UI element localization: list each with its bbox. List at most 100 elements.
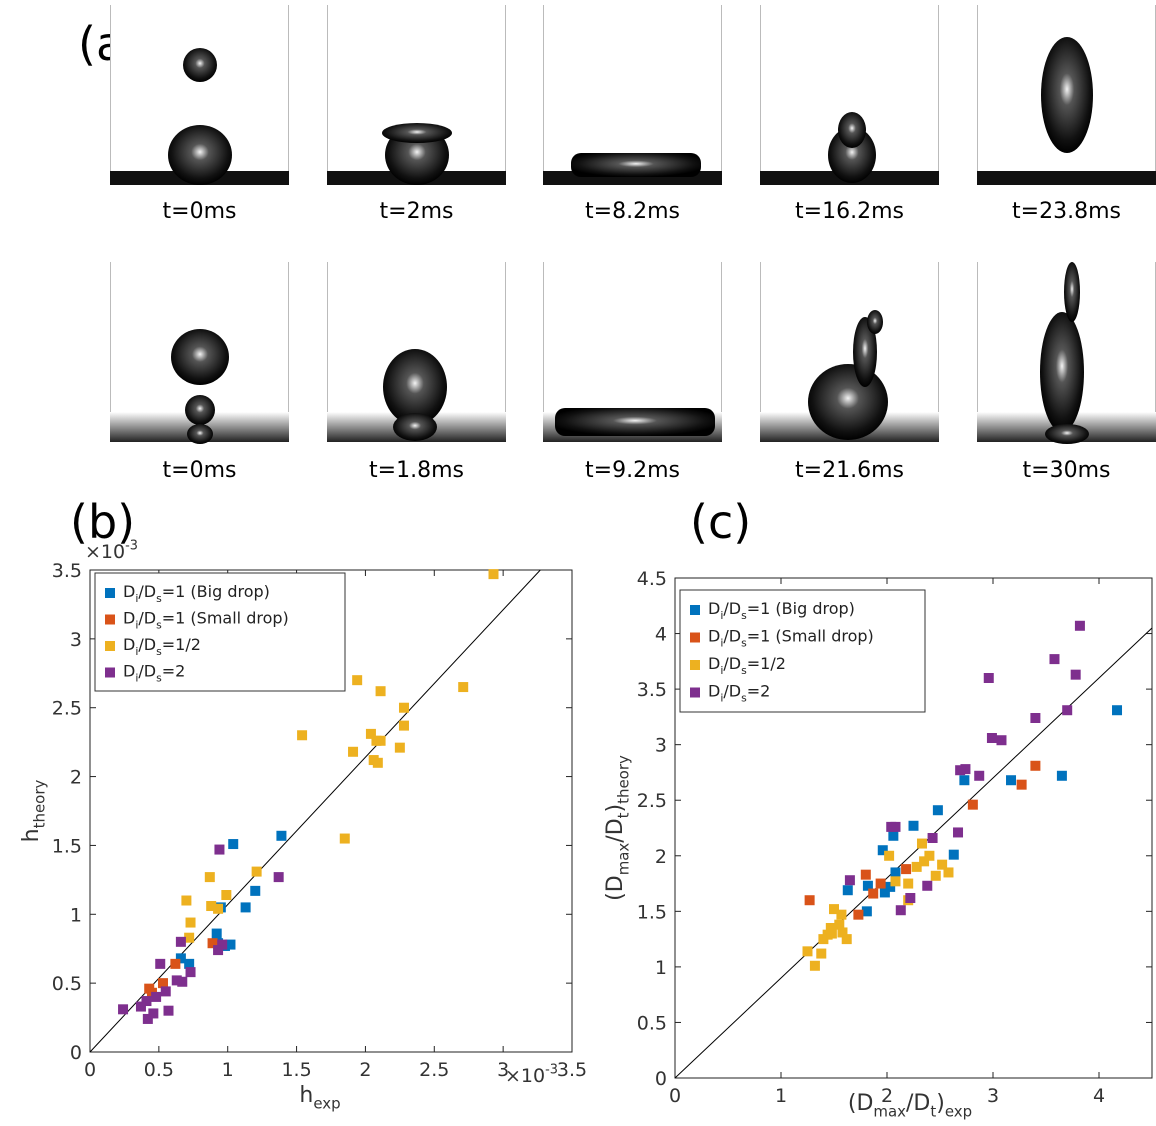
time-label: t=30ms — [1023, 458, 1111, 483]
y-tick-label: 1.5 — [637, 901, 667, 923]
y-exponent: ×10-3 — [85, 538, 138, 563]
legend-entry-part: D — [708, 654, 720, 673]
point — [868, 888, 879, 899]
point — [842, 885, 853, 896]
x-tick-label: 2.5 — [419, 1059, 449, 1081]
photo-frame — [110, 5, 289, 185]
point — [809, 960, 820, 971]
photo-frame — [543, 262, 722, 442]
panel-label: (c) — [690, 495, 751, 549]
point — [890, 821, 901, 832]
point — [185, 917, 196, 928]
point — [155, 958, 166, 969]
legend-entry: Di/Ds=1 (Big drop) — [123, 582, 270, 605]
point — [901, 864, 912, 875]
point — [488, 569, 499, 580]
point — [885, 881, 896, 892]
y-axis-label-part: ) — [603, 804, 628, 813]
droplet — [382, 123, 452, 143]
point — [960, 764, 971, 775]
legend-entry-part: D — [123, 609, 135, 628]
legend-entry-part: =1 (Big drop) — [162, 582, 270, 601]
droplet — [187, 424, 213, 444]
legend-entry-part: i — [720, 609, 723, 622]
point — [967, 799, 978, 810]
y-exponent-part: -3 — [125, 538, 138, 553]
y-axis-label: (Dmax/Dt)theory — [603, 755, 633, 901]
point — [983, 673, 994, 683]
y-tick-label: 2 — [655, 846, 667, 868]
point — [177, 976, 188, 987]
legend-entry-part: s — [156, 618, 162, 631]
substrate — [977, 171, 1156, 185]
legend-entry-part: =2 — [747, 682, 771, 701]
point — [890, 876, 901, 887]
legend-box — [679, 589, 926, 713]
point — [948, 849, 959, 860]
point — [214, 844, 225, 855]
legend-entry-part: s — [156, 645, 162, 658]
point — [911, 861, 922, 872]
y-tick-label: 4.5 — [637, 568, 667, 590]
legend-swatch — [105, 667, 115, 678]
point — [213, 945, 224, 956]
photo-frame — [977, 262, 1156, 444]
y-axis-label-part: t — [615, 812, 633, 818]
point — [339, 833, 350, 844]
legend-entry-part: /D — [723, 599, 741, 618]
point — [394, 742, 405, 753]
point — [853, 909, 864, 920]
y-tick-label: 3.5 — [637, 679, 667, 701]
point — [142, 1013, 153, 1024]
x-tick-label: 0 — [84, 1059, 96, 1081]
x-axis-label-part: ) — [936, 1091, 945, 1116]
point — [372, 757, 383, 768]
y-tick-label: 1 — [655, 957, 667, 979]
point — [804, 895, 815, 906]
x-tick-label: 1 — [222, 1059, 234, 1081]
point — [943, 867, 954, 878]
point — [398, 702, 409, 713]
y-axis-label-part: /D — [603, 818, 628, 842]
point — [160, 986, 171, 997]
point — [877, 845, 888, 856]
x-axis-label-part: exp — [945, 1103, 972, 1121]
point — [837, 927, 848, 938]
y-tick-label: 0 — [655, 1068, 667, 1090]
x-tick-label: 0.5 — [144, 1059, 174, 1081]
point — [157, 978, 168, 989]
legend-entry-part: D — [708, 627, 720, 646]
point — [185, 967, 196, 978]
legend-entry-part: =1/2 — [162, 635, 201, 654]
legend-entry-part: =1/2 — [747, 654, 786, 673]
droplet — [168, 125, 232, 185]
time-label: t=0ms — [163, 199, 237, 224]
legend-entry-part: D — [123, 662, 135, 681]
point — [118, 1004, 129, 1015]
y-tick-label: 0.5 — [637, 1012, 667, 1034]
photo-frame — [977, 5, 1156, 185]
point — [217, 939, 228, 950]
legend-entry: Di/Ds=2 — [708, 682, 770, 705]
point — [916, 838, 927, 849]
point — [1049, 654, 1060, 665]
point — [841, 934, 852, 945]
point — [184, 958, 195, 969]
legend-entry-part: /D — [723, 627, 741, 646]
x-axis-label-part: (D — [848, 1091, 874, 1116]
point — [175, 936, 186, 947]
point — [181, 895, 192, 906]
droplet — [1040, 312, 1084, 432]
legend-entry-part: i — [135, 671, 138, 684]
legend-entry: Di/Ds=1 (Big drop) — [708, 599, 855, 622]
photo-frame — [543, 5, 722, 185]
legend-entry-part: s — [156, 671, 162, 684]
droplet — [183, 48, 217, 82]
point — [1030, 713, 1041, 723]
point — [825, 923, 836, 933]
photo-frame — [760, 262, 939, 442]
legend-entry-part: /D — [138, 635, 156, 654]
point — [135, 1001, 146, 1012]
point — [170, 958, 181, 969]
